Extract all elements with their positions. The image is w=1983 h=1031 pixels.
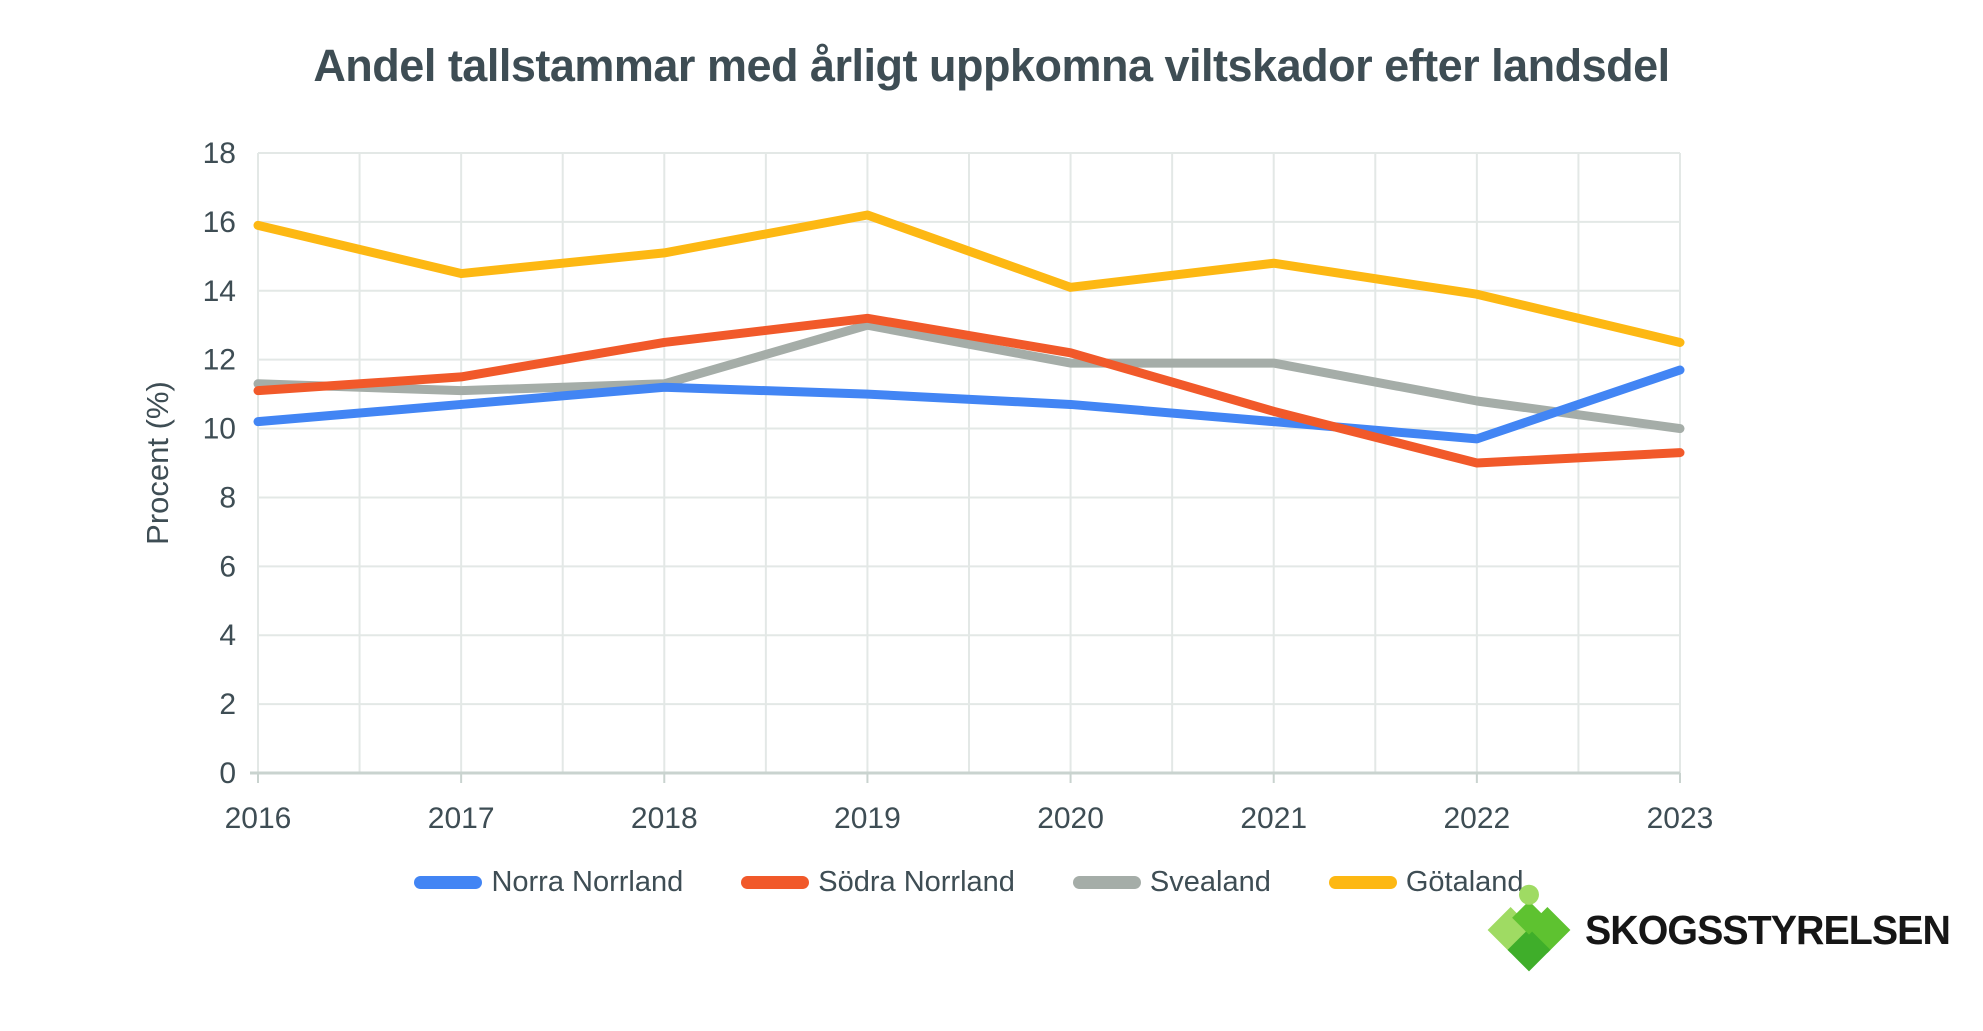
series-line-svealand bbox=[253, 320, 1685, 434]
legend-swatch-g-taland bbox=[1328, 876, 1397, 889]
skogsstyrelsen-logo: SKOGSSTYRELSEN bbox=[1483, 880, 1965, 980]
legend-swatch-s-dra-norrland bbox=[741, 876, 810, 889]
y-axis-title: Procent (%) bbox=[140, 381, 175, 545]
legend-item-norra-norrland: Norra Norrland bbox=[414, 866, 683, 899]
legend-label-g-taland: Götaland bbox=[1405, 866, 1524, 898]
y-tick-label: 8 bbox=[219, 481, 236, 514]
legend-item-g-taland: Götaland bbox=[1328, 866, 1524, 899]
logo-text: SKOGSSTYRELSEN bbox=[1584, 906, 1951, 953]
y-tick-label: 2 bbox=[219, 688, 236, 721]
y-tick-label: 10 bbox=[203, 413, 236, 446]
x-tick-label: 2023 bbox=[1647, 802, 1714, 835]
x-tick-label: 2016 bbox=[225, 802, 292, 835]
series-line-norra-norrland bbox=[253, 365, 1685, 444]
y-tick-label: 12 bbox=[203, 344, 236, 377]
legend-label-svealand: Svealand bbox=[1149, 866, 1271, 898]
logo-emblem-shapes bbox=[1487, 884, 1571, 972]
skogsstyrelsen-logo-icon bbox=[1487, 884, 1571, 972]
legend-label-s-dra-norrland: Södra Norrland bbox=[818, 866, 1015, 898]
legend-label-norra-norrland: Norra Norrland bbox=[491, 866, 684, 898]
y-tick-label: 6 bbox=[219, 550, 236, 583]
legend-item-s-dra-norrland: Södra Norrland bbox=[741, 866, 1015, 899]
legend-item-svealand: Svealand bbox=[1072, 866, 1271, 899]
y-tick-label: 18 bbox=[203, 137, 236, 170]
legend: Norra Norrland Södra Norrland Svealand Göta… bbox=[258, 866, 1680, 899]
x-tick-label: 2017 bbox=[428, 802, 495, 835]
y-tick-label: 0 bbox=[219, 757, 236, 790]
series-line-s-dra-norrland bbox=[253, 313, 1685, 468]
y-tick-label: 4 bbox=[219, 619, 236, 652]
x-tick-label: 2021 bbox=[1240, 802, 1307, 835]
x-tick-label: 2019 bbox=[834, 802, 901, 835]
x-tick-label: 2020 bbox=[1037, 802, 1104, 835]
legend-swatch-svealand bbox=[1072, 876, 1141, 889]
y-tick-label: 16 bbox=[203, 206, 236, 239]
x-tick-label: 2022 bbox=[1443, 802, 1510, 835]
chart-title: Andel tallstammar med årligt uppkomna vi… bbox=[313, 40, 1670, 91]
series-line-g-taland bbox=[253, 210, 1685, 347]
x-tick-label: 2018 bbox=[631, 802, 698, 835]
legend-swatch-norra-norrland bbox=[414, 876, 483, 889]
y-tick-label: 14 bbox=[203, 275, 236, 308]
